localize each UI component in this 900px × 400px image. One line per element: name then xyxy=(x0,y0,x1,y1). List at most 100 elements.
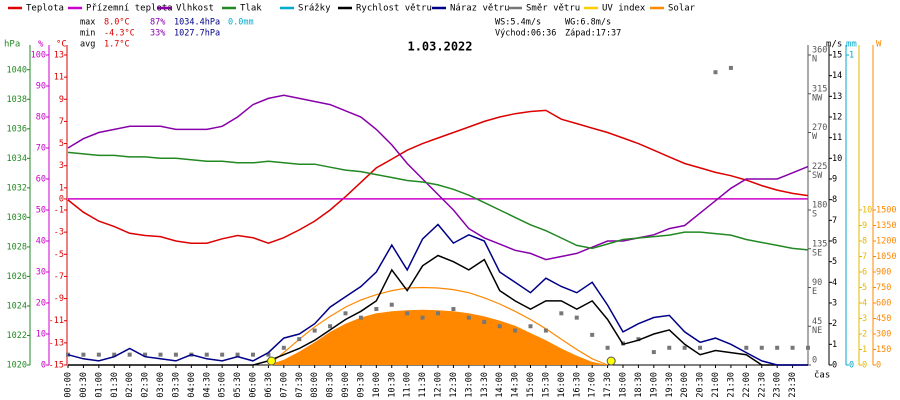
legend-label: Vlhkost xyxy=(176,4,214,14)
direction-point xyxy=(775,345,780,350)
direction-point xyxy=(436,311,440,316)
direction-point xyxy=(543,328,548,333)
legend-label: Rychlost větru xyxy=(356,4,432,14)
direction-point xyxy=(651,350,656,355)
x-tick-label: 15:30 xyxy=(541,372,551,398)
y-tick-label: 10 xyxy=(36,330,46,340)
direction-point xyxy=(173,352,178,357)
y-tick-label: 9 xyxy=(862,221,867,231)
direction-point xyxy=(220,352,225,357)
x-tick-label: 23:00 xyxy=(773,372,783,398)
compass-label: NW xyxy=(812,93,823,103)
direction-point xyxy=(81,352,86,357)
direction-point xyxy=(528,324,533,329)
y-tick-label: 6 xyxy=(832,237,837,247)
direction-point xyxy=(158,352,163,357)
y-tick-label: 45 xyxy=(812,317,822,327)
y-tick-label: 900 xyxy=(876,268,891,278)
x-tick-label: 04:00 xyxy=(187,372,197,398)
direction-point xyxy=(497,324,502,329)
direction-point xyxy=(636,337,641,342)
direction-point xyxy=(112,352,117,357)
y-tick-label: 1030 xyxy=(7,213,27,223)
y-tick-label: 5 xyxy=(862,283,867,293)
stat-text: 1.7°C xyxy=(104,40,130,50)
direction-point xyxy=(312,328,317,333)
stat-text: 1034.4hPa xyxy=(174,18,220,28)
y-tick-label: 1 xyxy=(862,345,867,355)
x-tick-label: 19:30 xyxy=(665,372,675,398)
stat-text: max xyxy=(80,18,95,28)
direction-point xyxy=(420,315,425,320)
y-tick-label: -11 xyxy=(49,316,64,326)
direction-point xyxy=(559,311,564,316)
y-tick-label: 225 xyxy=(812,162,827,172)
y-tick-label: 100 xyxy=(31,51,46,61)
series-line xyxy=(67,151,809,251)
y-tick-label: 13 xyxy=(832,92,842,102)
direction-point xyxy=(405,311,410,316)
y-tick-label: 1028 xyxy=(7,242,27,252)
y-tick-label: 90 xyxy=(812,278,822,288)
axis-label: hPa xyxy=(4,40,20,50)
y-tick-label: 1020 xyxy=(7,361,27,371)
x-tick-label: 07:30 xyxy=(295,372,305,398)
y-tick-label: 1024 xyxy=(7,301,27,311)
direction-point xyxy=(96,352,101,357)
compass-label: N xyxy=(812,55,817,65)
y-tick-label: 4 xyxy=(832,278,837,288)
direction-point xyxy=(698,345,703,350)
y-tick-label: 300 xyxy=(876,330,891,340)
direction-point xyxy=(281,345,286,350)
y-tick-label: 2 xyxy=(832,319,837,329)
direction-point xyxy=(590,332,595,337)
direction-point xyxy=(266,352,271,357)
y-tick-label: 50 xyxy=(36,206,46,216)
y-tick-label: 15 xyxy=(832,51,842,61)
direction-point xyxy=(328,324,333,329)
x-tick-label: 03:30 xyxy=(171,372,181,398)
y-tick-label: 0 xyxy=(849,361,854,371)
x-tick-label: 16:00 xyxy=(557,372,567,398)
direction-point xyxy=(806,345,810,350)
y-tick-label: 1 xyxy=(59,183,64,193)
x-tick-label: 13:00 xyxy=(464,372,474,398)
x-tick-label: 20:30 xyxy=(696,372,706,398)
series-line xyxy=(67,109,809,244)
stat-text: Západ:17:37 xyxy=(565,29,621,39)
stat-text: WS:5.4m/s xyxy=(495,18,541,28)
y-tick-label: -5 xyxy=(54,250,64,260)
y-tick-label: 1350 xyxy=(876,221,896,231)
compass-label: E xyxy=(812,287,817,297)
x-tick-label: 11:30 xyxy=(418,372,428,398)
y-tick-label: 90 xyxy=(36,82,46,92)
y-tick-label: 135 xyxy=(812,239,827,249)
y-tick-label: 180 xyxy=(812,201,827,211)
y-tick-label: 0 xyxy=(59,194,64,204)
x-tick-label: 07:00 xyxy=(279,372,289,398)
direction-point xyxy=(667,345,672,350)
compass-label: W xyxy=(812,132,818,142)
y-tick-label: 3 xyxy=(59,161,64,171)
y-tick-label: 0 xyxy=(876,361,881,371)
stat-text: min xyxy=(80,29,95,39)
y-tick-label: 1200 xyxy=(876,237,896,247)
y-tick-label: -3 xyxy=(54,228,64,238)
axis-label: m/s xyxy=(826,40,842,50)
y-tick-label: 450 xyxy=(876,314,891,324)
legend-label: Náraz větru xyxy=(450,4,510,14)
x-tick-label: 06:00 xyxy=(249,372,259,398)
legend-label: Srážky xyxy=(298,4,331,14)
x-tick-label: 17:00 xyxy=(588,372,598,398)
x-tick-label: 09:00 xyxy=(341,372,351,398)
x-tick-label: 08:30 xyxy=(326,372,336,398)
y-tick-label: 11 xyxy=(832,133,842,143)
stat-text: Východ:06:36 xyxy=(495,29,556,39)
x-tick-label: 10:30 xyxy=(387,372,397,398)
stat-text: avg xyxy=(80,40,95,50)
direction-point xyxy=(204,352,209,357)
x-tick-label: 22:00 xyxy=(742,372,752,398)
x-tick-label: 04:30 xyxy=(202,372,212,398)
legend-label: Tlak xyxy=(240,4,262,14)
y-tick-label: 20 xyxy=(36,299,46,309)
